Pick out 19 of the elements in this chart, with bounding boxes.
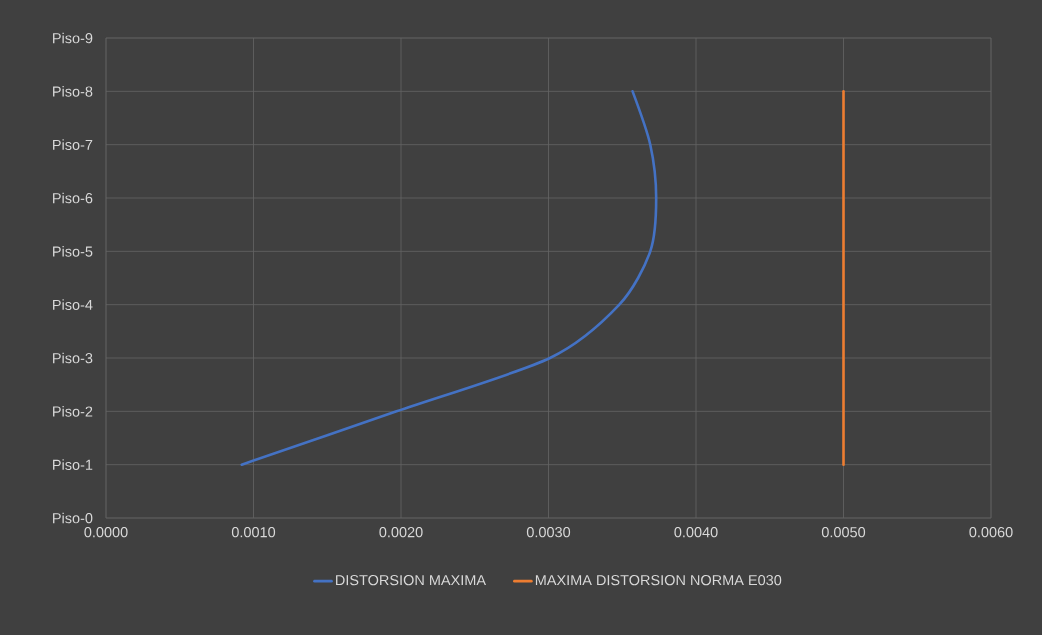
x-tick-label: 0.0060 (969, 527, 1013, 538)
x-tick-label: 0.0040 (674, 527, 718, 538)
y-tick-label: Piso-6 (53, 192, 93, 204)
legend-label: MAXIMA DISTORSION NORMA E030 (535, 574, 782, 586)
x-tick-label: 0.0000 (84, 527, 128, 538)
y-tick-label: Piso-9 (53, 32, 93, 44)
x-tick-label: 0.0030 (526, 527, 571, 538)
y-tick-label: Piso-1 (53, 459, 93, 470)
y-tick-label: Piso-0 (53, 512, 93, 524)
y-tick-label: Piso-3 (53, 352, 93, 364)
y-tick-label: Piso-4 (53, 299, 93, 310)
legend-label: DISTORSION MAXIMA (336, 574, 487, 586)
y-tick-label: Piso-5 (53, 246, 93, 257)
x-tick-label: 0.0010 (231, 527, 276, 538)
x-tick-label: 0.0020 (379, 527, 423, 538)
y-tick-label: Piso-2 (53, 406, 93, 417)
x-tick-label: 0.0050 (821, 527, 866, 538)
y-tick-label: Piso-7 (53, 139, 93, 150)
y-tick-label: Piso-8 (53, 86, 93, 97)
